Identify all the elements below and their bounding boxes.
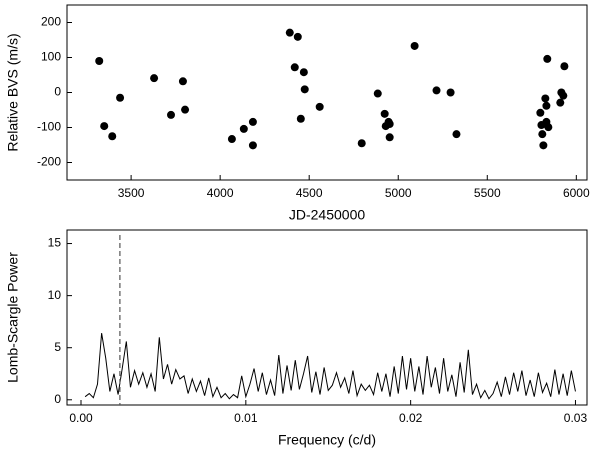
data-point <box>290 63 299 72</box>
y-tick-label: 0 <box>54 392 61 406</box>
data-point <box>543 54 552 63</box>
data-point <box>542 101 551 110</box>
data-point <box>181 105 190 114</box>
data-point <box>446 88 455 97</box>
data-point <box>167 110 175 119</box>
x-tick-label: 0.00 <box>69 411 93 425</box>
data-point <box>95 57 104 65</box>
data-point <box>539 141 548 150</box>
x-tick-label: 0.01 <box>234 411 258 425</box>
y-tick-label: 200 <box>41 15 61 29</box>
data-point <box>559 91 568 100</box>
data-point <box>300 85 309 94</box>
y-tick-label: 15 <box>48 236 62 250</box>
data-point <box>538 130 547 139</box>
y-axis-label: Relative BVS (m/s) <box>5 33 21 151</box>
data-point <box>556 98 565 107</box>
x-tick-label: 3500 <box>118 186 145 200</box>
data-point <box>432 86 441 95</box>
x-tick-label: 4500 <box>296 186 323 200</box>
data-point <box>293 32 302 41</box>
plot-frame <box>66 4 588 181</box>
x-axis-label: JD-2450000 <box>289 207 365 223</box>
x-tick-label: 4000 <box>207 186 234 200</box>
data-point <box>380 109 389 118</box>
y-tick-label: -100 <box>37 120 61 134</box>
data-point <box>560 62 569 71</box>
data-point <box>248 117 257 126</box>
data-point <box>541 94 550 103</box>
x-axis-label: Frequency (c/d) <box>278 432 376 448</box>
x-tick-label: 0.02 <box>399 411 423 425</box>
data-point <box>315 102 324 111</box>
data-point <box>373 89 382 98</box>
data-point <box>227 135 236 144</box>
data-point <box>544 123 553 132</box>
data-point <box>239 124 248 133</box>
data-point <box>150 74 159 83</box>
data-point <box>108 132 117 141</box>
y-tick-label: 10 <box>48 288 62 302</box>
data-point <box>248 141 257 150</box>
data-point <box>299 68 308 77</box>
data-point <box>385 133 394 142</box>
data-point <box>116 93 125 102</box>
data-point <box>452 130 461 139</box>
data-point <box>285 28 294 37</box>
y-axis-label: Lomb-Scargle Power <box>5 252 21 383</box>
periodogram-line <box>84 333 576 400</box>
x-tick-label: 6000 <box>563 186 590 200</box>
data-point <box>385 120 394 128</box>
y-tick-label: 5 <box>54 340 61 354</box>
data-point <box>178 77 187 86</box>
data-point <box>410 41 419 50</box>
plot-frame <box>66 229 588 406</box>
y-tick-label: -200 <box>37 155 61 169</box>
y-tick-label: 100 <box>41 50 61 64</box>
data-point <box>536 108 545 117</box>
x-tick-label: 0.03 <box>564 411 588 425</box>
y-tick-label: 0 <box>54 85 61 99</box>
data-point <box>100 122 109 131</box>
x-tick-label: 5000 <box>385 186 412 200</box>
data-point <box>296 114 305 123</box>
x-tick-label: 5500 <box>474 186 501 200</box>
data-point <box>357 139 366 148</box>
